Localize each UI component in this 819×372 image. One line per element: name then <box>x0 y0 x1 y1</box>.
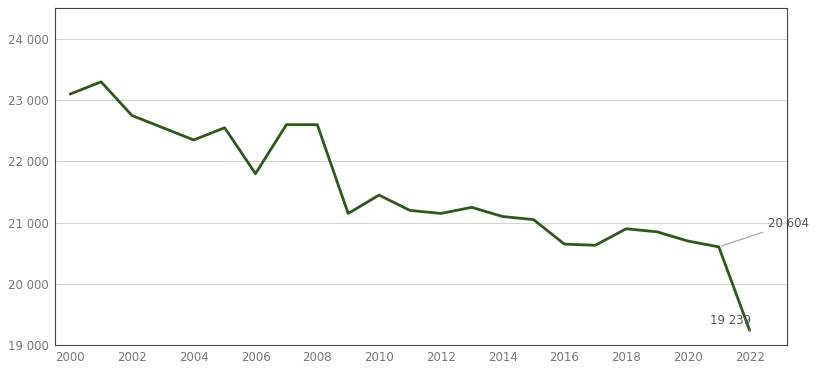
Text: 20 604: 20 604 <box>721 217 808 246</box>
Text: 19 239: 19 239 <box>708 314 749 330</box>
